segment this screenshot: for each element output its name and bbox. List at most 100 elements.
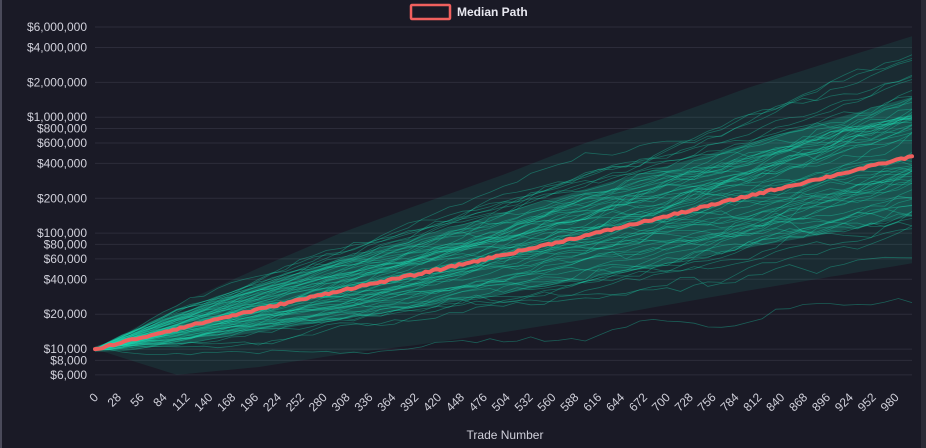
simulation-path: [94, 60, 913, 350]
y-tick-label: $6,000,000: [27, 20, 87, 34]
simulation-path: [94, 208, 913, 350]
x-tick-label: 896: [809, 390, 833, 414]
simulation-path: [94, 101, 913, 350]
x-tick-label: 224: [260, 390, 284, 414]
x-tick-label: 588: [557, 390, 581, 414]
simulation-path: [94, 140, 913, 351]
simulation-path: [94, 121, 913, 350]
simulation-path: [94, 132, 913, 351]
simulation-path: [94, 117, 913, 350]
x-tick-label: 0: [86, 390, 101, 405]
y-axis-ticks: $6,000$8,000$10,000 $20,000 $40,000 $60,000…: [27, 20, 87, 382]
x-tick-label: 532: [512, 390, 536, 414]
y-tick-label: $200,000: [37, 191, 87, 205]
simulation-path: [94, 213, 913, 351]
x-tick-label: 308: [329, 390, 353, 414]
simulation-path: [94, 173, 913, 349]
simulation-path: [94, 133, 913, 348]
x-tick-label: 252: [283, 390, 307, 414]
simulation-path: [94, 108, 913, 350]
simulation-path: [94, 175, 913, 350]
simulation-path: [94, 204, 913, 350]
simulation-path: [94, 256, 913, 352]
simulation-path: [94, 169, 913, 350]
x-axis-title: Trade Number: [467, 428, 544, 442]
x-tick-label: 420: [420, 390, 444, 414]
y-tick-label: $10,000: [44, 342, 88, 356]
x-tick-label: 812: [740, 390, 764, 414]
simulation-path: [94, 167, 913, 350]
simulation-path: [94, 178, 913, 350]
y-tick-label: $80,000: [44, 237, 88, 251]
x-axis-ticks: 0 28 56 84 112140168196224252280308336364392…: [86, 390, 902, 414]
x-tick-label: 644: [603, 390, 627, 414]
simulation-path: [94, 178, 913, 349]
simulation-path: [94, 205, 913, 351]
x-tick-label: 700: [649, 390, 673, 414]
median-path-series: [93, 154, 914, 352]
simulation-path: [94, 111, 913, 350]
median-path-line: [93, 154, 914, 352]
x-tick-label: 924: [832, 390, 856, 414]
simulation-path: [94, 74, 913, 349]
simulation-path: [94, 117, 913, 350]
x-tick-label: 448: [443, 390, 467, 414]
simulation-path: [94, 225, 913, 351]
simulation-path: [94, 98, 913, 349]
x-tick-label: 364: [374, 390, 398, 414]
simulation-path: [94, 132, 913, 350]
x-tick-label: 560: [535, 390, 559, 414]
x-tick-label: 280: [306, 390, 330, 414]
y-tick-label: $60,000: [44, 252, 88, 266]
window-right-border: [921, 0, 926, 448]
simulation-path: [94, 79, 913, 351]
y-tick-label: $400,000: [37, 156, 87, 170]
x-tick-label: 504: [489, 390, 513, 414]
simulation-path: [94, 182, 913, 351]
legend-swatch-median[interactable]: [409, 3, 452, 21]
simulation-path: [94, 97, 913, 349]
y-tick-label: $100,000: [37, 226, 87, 240]
simulation-path: [94, 76, 913, 349]
x-tick-label: 868: [786, 390, 810, 414]
x-tick-label: 168: [214, 390, 238, 414]
x-tick-label: 756: [695, 390, 719, 414]
y-tick-label: $40,000: [44, 272, 88, 286]
x-tick-label: 952: [855, 390, 879, 414]
y-tick-label: $800,000: [37, 121, 87, 135]
simulation-path: [94, 124, 913, 350]
x-tick-label: 840: [763, 390, 787, 414]
simulation-path: [94, 298, 913, 356]
simulation-path: [94, 116, 913, 350]
x-tick-label: 784: [718, 390, 742, 414]
simulation-path: [94, 58, 913, 350]
legend-label-median[interactable]: Median Path: [457, 5, 528, 19]
x-tick-label: 672: [626, 390, 650, 414]
simulation-path: [94, 54, 913, 350]
simulation-outer-band: [95, 36, 912, 375]
x-tick-label: 476: [466, 390, 490, 414]
legend[interactable]: Median Path: [409, 3, 528, 21]
simulation-path: [94, 128, 913, 350]
simulation-path: [94, 159, 913, 349]
x-tick-label: 84: [150, 390, 170, 410]
simulation-path: [94, 117, 913, 350]
simulation-path: [94, 167, 913, 350]
simulation-path: [94, 170, 913, 350]
simulation-path: [94, 119, 913, 351]
window-left-border: [0, 0, 2, 448]
simulation-path: [94, 115, 913, 351]
simulation-path: [94, 118, 913, 350]
simulation-dense-band: [95, 96, 912, 350]
simulation-path: [94, 211, 913, 349]
simulation-path: [94, 114, 913, 350]
x-tick-label: 392: [397, 390, 421, 414]
y-tick-label: $600,000: [37, 136, 87, 150]
x-tick-label: 112: [169, 390, 193, 414]
x-tick-label: 728: [672, 390, 696, 414]
x-tick-label: 140: [191, 390, 215, 414]
simulation-path: [94, 165, 913, 349]
x-tick-label: 616: [580, 390, 604, 414]
simulation-path: [94, 221, 913, 349]
